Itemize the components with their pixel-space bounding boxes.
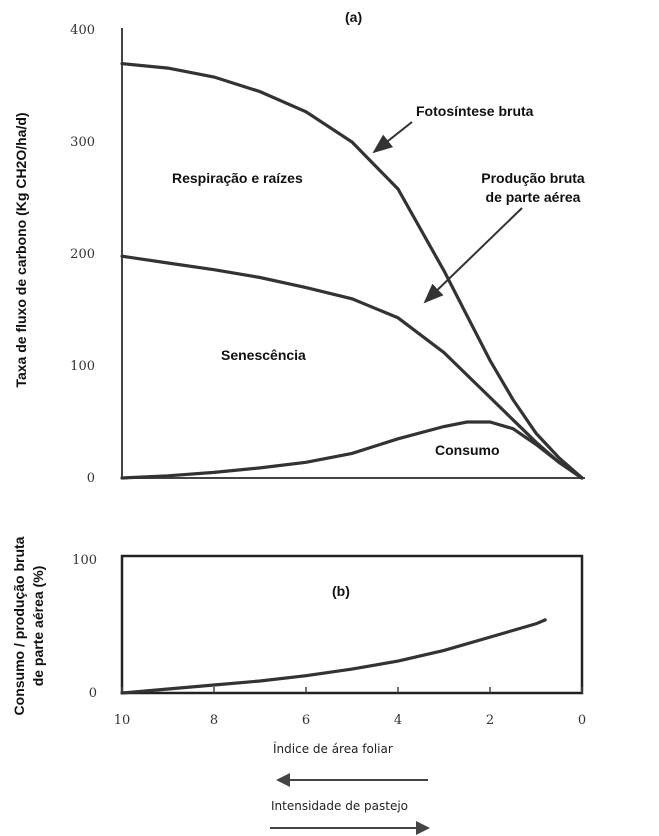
x-tick-4: 2 xyxy=(486,713,494,728)
annotation-respiracao: Respiração e raízes xyxy=(172,170,303,186)
annotation-producao-line1: Produção bruta xyxy=(481,170,585,186)
y-axis-label-b-line1: Consumo / produção bruta xyxy=(11,536,27,715)
y-tick-a-3: 300 xyxy=(70,135,95,150)
arrow-right-head xyxy=(416,821,430,835)
y-tick-a-2: 200 xyxy=(70,247,95,262)
y-tick-a-4: 400 xyxy=(70,23,95,38)
x-tick-5: 0 xyxy=(578,713,586,728)
arrow-producao xyxy=(423,207,523,304)
y-tick-b-0: 0 xyxy=(89,686,97,701)
y-ticks-a: 0 100 200 300 400 xyxy=(70,23,95,486)
panel-b-label: (b) xyxy=(332,583,350,599)
x-tick-3: 4 xyxy=(394,713,402,728)
y-tick-b-1: 100 xyxy=(72,553,97,568)
panel-b: (b) 0 100 10 8 6 4 2 0 Consumo / produção bruta… xyxy=(11,536,586,728)
y-tick-a-1: 100 xyxy=(70,359,95,374)
x-axis-label: Índice de área foliar xyxy=(273,741,393,756)
annotation-senescencia: Senescência xyxy=(221,347,306,363)
x-tick-0: 10 xyxy=(114,713,131,728)
x-tick-1: 8 xyxy=(210,713,218,728)
arrow-left-head xyxy=(276,773,290,787)
series-a-0 xyxy=(120,62,584,480)
ticks-b: 0 100 10 8 6 4 2 0 xyxy=(72,553,586,728)
y-axis-label-b-line2: de parte aérea (%) xyxy=(30,566,46,687)
panel-a: (a) 0 100 200 300 400 Taxa de fluxo de carbo… xyxy=(13,9,585,486)
series-b-0 xyxy=(120,618,547,695)
y-tick-a-0: 0 xyxy=(87,471,95,486)
annotation-fotosintese: Fotosíntese bruta xyxy=(416,103,534,119)
annotation-producao-line2: de parte aérea xyxy=(486,189,581,205)
arrow-label: Intensidade de pastejo xyxy=(271,799,408,813)
curves-b xyxy=(120,618,547,695)
x-tick-2: 6 xyxy=(302,713,310,728)
panel-a-label: (a) xyxy=(345,9,362,25)
annotation-consumo: Consumo xyxy=(435,442,500,458)
frame-b xyxy=(120,554,584,695)
curves-a xyxy=(120,62,584,480)
arrow-fotosintese xyxy=(372,121,413,154)
y-axis-label-a: Taxa de fluxo de carbono (Kg CH2O/ha/d) xyxy=(13,112,29,387)
series-a-1 xyxy=(120,254,584,480)
series-a-2 xyxy=(120,420,584,480)
footer: Índice de área foliar Intensidade de pas… xyxy=(270,741,430,835)
